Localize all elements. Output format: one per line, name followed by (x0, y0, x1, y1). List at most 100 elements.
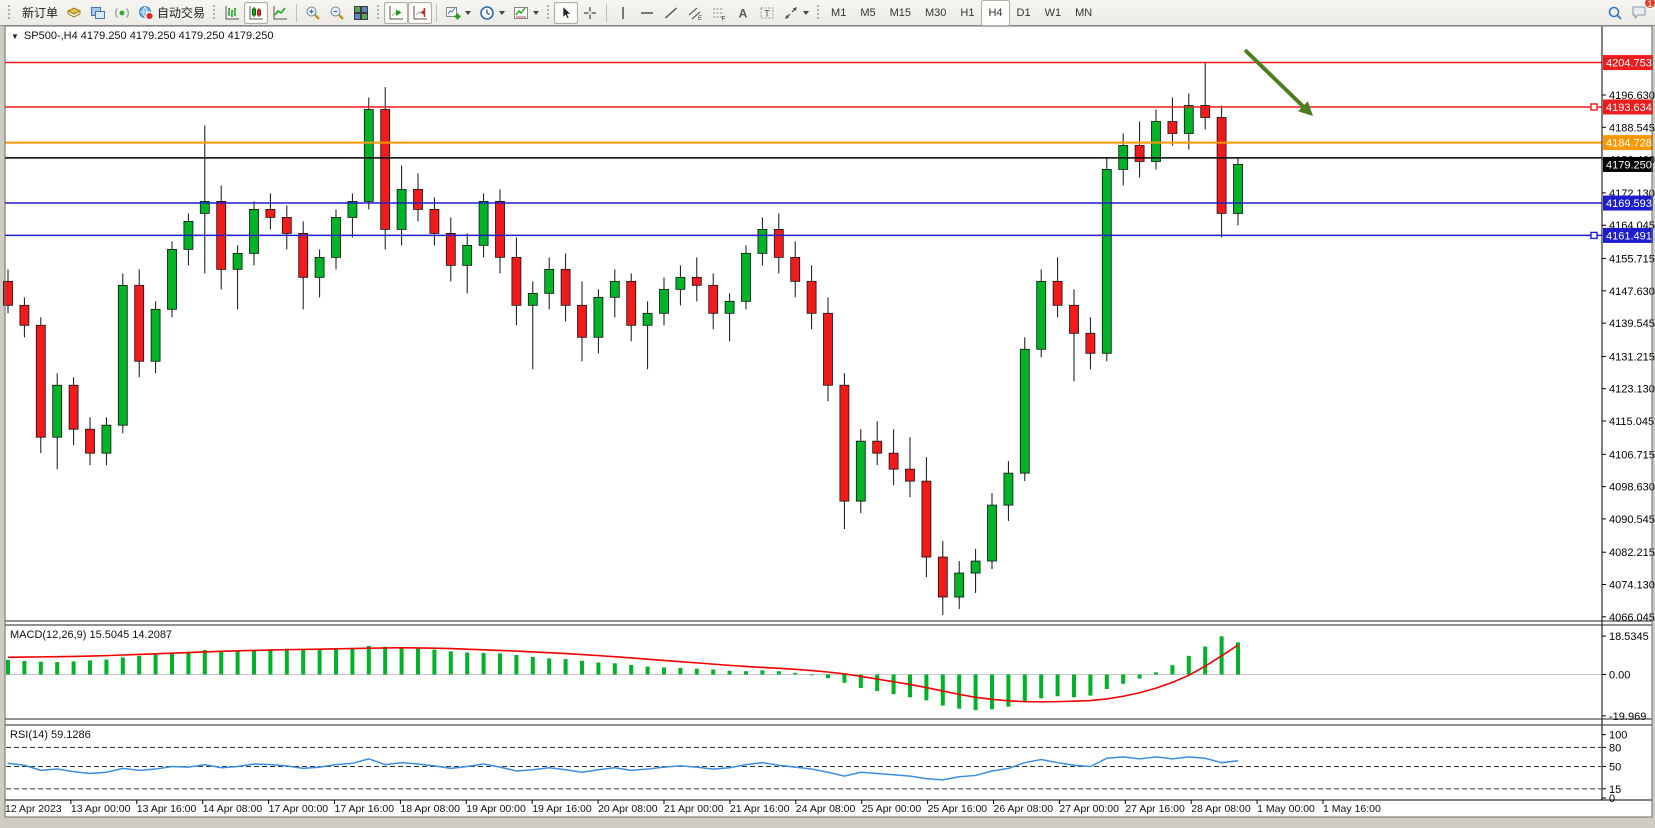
tile-windows-button[interactable] (349, 2, 373, 24)
price-badge-4169.593: 4169.593 (1603, 195, 1653, 211)
rsi-tick-label: 50 (1609, 762, 1621, 774)
candle-body (855, 440, 866, 502)
candle-body (872, 440, 883, 454)
macd-tick-label: -19.969 (1609, 711, 1646, 723)
cursor-button[interactable] (554, 1, 579, 24)
candle-body (3, 280, 13, 306)
candle-body (265, 209, 276, 218)
chart-shift-button[interactable] (408, 1, 433, 24)
price-badge-4161.491: 4161.491 (1603, 227, 1653, 243)
timeframe-m5-button[interactable]: M5 (860, 6, 876, 19)
new-order-button[interactable]: 新订单 (15, 2, 62, 24)
toolbar-grip[interactable] (7, 4, 11, 21)
macd-axis[interactable]: 18.5345 0.00 -19.969 (1602, 631, 1649, 723)
time-tick-label: 17 Apr 00:00 (269, 803, 329, 815)
search-icon (1607, 5, 1623, 21)
macd-tick-label: 0.00 (1609, 669, 1630, 681)
chevron-down-icon[interactable] (499, 10, 506, 15)
timeframe-mn-button[interactable]: MN (1075, 6, 1093, 19)
time-tick-label: 19 Apr 16:00 (532, 803, 592, 815)
time-tick-label: 21 Apr 00:00 (664, 803, 724, 815)
chevron-down-icon[interactable] (465, 10, 472, 15)
notification-count-badge[interactable]: 1 (1644, 0, 1655, 9)
timeframe-d1-button[interactable]: D1 (1016, 6, 1031, 19)
candle-body (1183, 105, 1194, 134)
algo-trading-button[interactable]: 自动交易 (134, 2, 209, 24)
candle-body (937, 556, 948, 598)
text-button[interactable]: A (731, 2, 755, 24)
timeframe-h1-button[interactable]: H1 (960, 6, 975, 19)
chat-icon (1631, 4, 1647, 20)
trendline-button[interactable] (659, 2, 683, 24)
fibonacci-button[interactable]: F (707, 2, 731, 24)
candle-body (1036, 280, 1047, 350)
notifications-button[interactable] (1627, 1, 1651, 23)
templates-button[interactable] (509, 2, 543, 24)
svg-text:4193.634: 4193.634 (1606, 102, 1652, 114)
candle-body (921, 480, 932, 558)
candle-body (1167, 121, 1178, 134)
rsi-tick-label: 80 (1609, 742, 1621, 754)
timeframe-m15-button[interactable]: M15 (889, 6, 911, 19)
timeframe-w1-button[interactable]: W1 (1044, 6, 1062, 19)
candles-layer[interactable] (3, 62, 1243, 616)
macd-panel[interactable] (6, 636, 1601, 711)
timeframe-m1-button[interactable]: M1 (831, 6, 847, 19)
candle-body (806, 280, 817, 314)
time-tick-label: 18 Apr 08:00 (400, 803, 460, 815)
price-tick-label: 4196.630 (1609, 90, 1655, 102)
zoom-out-button[interactable] (325, 2, 349, 24)
arrows-button[interactable] (779, 2, 813, 24)
timeframe-m30-button[interactable]: M30 (925, 6, 947, 19)
time-tick-label: 27 Apr 00:00 (1059, 803, 1119, 815)
auto-scroll-button[interactable] (384, 1, 409, 24)
label-button[interactable]: T (755, 2, 779, 24)
time-axis[interactable]: 12 Apr 2023 13 Apr 00:00 13 Apr 16:00 14 Ap… (4, 800, 1381, 815)
candle-chart-button[interactable] (244, 1, 269, 24)
vline-button[interactable] (611, 2, 635, 24)
toolbar-grip[interactable] (212, 4, 217, 21)
periods-button[interactable] (475, 2, 509, 24)
chart-candles-icon (248, 5, 264, 21)
new-chart-button[interactable] (441, 2, 475, 24)
candle-body (823, 312, 833, 386)
hline-button[interactable] (635, 2, 659, 24)
toolbar-grip[interactable] (546, 4, 551, 21)
signals-button[interactable] (110, 2, 134, 24)
chart-bars-icon (224, 5, 240, 21)
hline-4161.491[interactable] (5, 231, 1602, 240)
candle-body (396, 189, 407, 230)
toolbar-grip[interactable] (816, 4, 821, 21)
rsi-panel[interactable] (6, 746, 1601, 790)
candle-body (35, 324, 46, 438)
candle-body (987, 504, 997, 562)
chevron-down-icon[interactable] (803, 10, 810, 15)
trend-arrow[interactable] (1243, 48, 1313, 116)
chart-dropdown-icon[interactable]: ▼ (11, 31, 19, 41)
time-tick-label: 24 Apr 08:00 (796, 803, 856, 815)
hline-4193.634[interactable] (5, 103, 1602, 111)
price-tick-label: 4155.715 (1609, 254, 1655, 266)
chevron-down-icon[interactable] (533, 10, 540, 15)
channel-button[interactable]: E (683, 2, 707, 24)
candle-body (150, 308, 161, 362)
line-handle[interactable] (1590, 231, 1598, 240)
svg-text:4179.250: 4179.250 (1606, 159, 1652, 171)
zoom-in-button[interactable] (301, 2, 325, 24)
crosshair-button[interactable] (578, 2, 602, 24)
line-chart-button[interactable] (268, 2, 292, 24)
candle-body (298, 232, 309, 278)
market-watch-button[interactable] (62, 2, 86, 24)
candle-body (232, 252, 243, 270)
chart-background[interactable] (5, 26, 1652, 817)
line-handle[interactable] (1590, 103, 1598, 111)
toolbar-grip[interactable] (376, 4, 381, 21)
candle-body (117, 284, 128, 426)
timeframe-h4-button[interactable]: H4 (981, 0, 1010, 26)
price-tick-label: 4074.130 (1609, 580, 1655, 592)
data-window-button[interactable] (86, 2, 110, 24)
search-button[interactable] (1603, 2, 1627, 24)
bar-chart-button[interactable] (220, 2, 244, 24)
